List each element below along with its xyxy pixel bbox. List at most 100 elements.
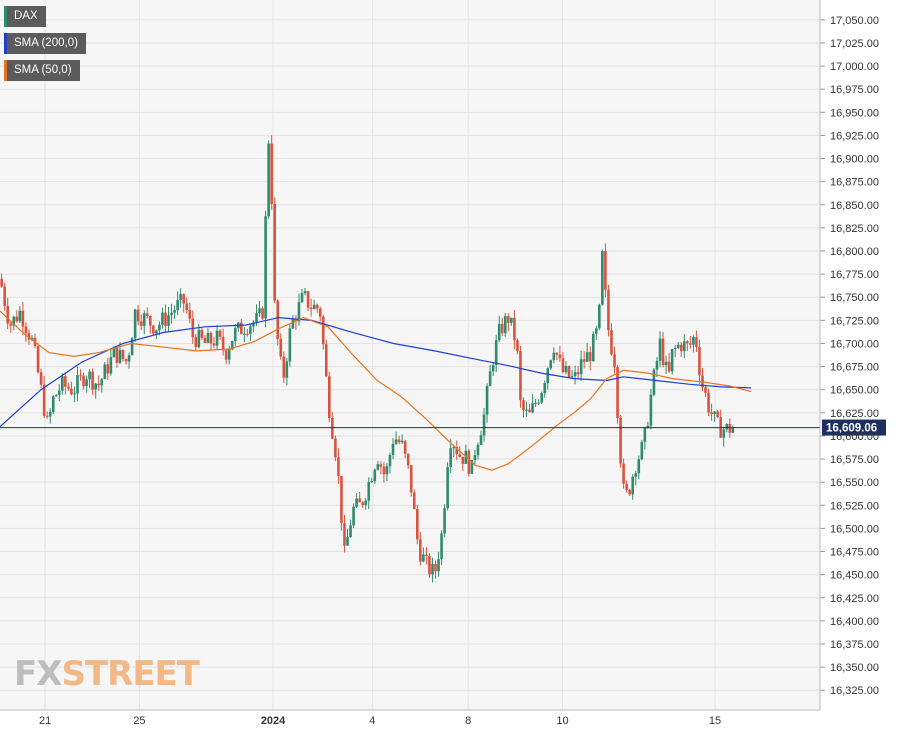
candle-body bbox=[552, 352, 556, 361]
y-tick-label: 16,450.00 bbox=[830, 570, 879, 582]
candle-body bbox=[91, 371, 94, 390]
candle-body bbox=[470, 460, 474, 474]
candle-body bbox=[85, 379, 88, 387]
candle-body bbox=[400, 440, 404, 443]
candle-body bbox=[494, 340, 498, 365]
candle-body bbox=[561, 358, 565, 373]
candle-body bbox=[458, 454, 462, 457]
candle-body bbox=[461, 456, 465, 464]
candle-body bbox=[82, 375, 85, 387]
candle-body bbox=[145, 313, 149, 317]
candle-body bbox=[227, 349, 231, 360]
sma-50-line bbox=[0, 310, 752, 471]
candle-body bbox=[658, 338, 662, 361]
candle-body bbox=[118, 349, 122, 363]
candle-body bbox=[352, 506, 355, 526]
candle-body bbox=[212, 343, 216, 346]
candle-body bbox=[646, 425, 650, 428]
candle-body bbox=[24, 326, 28, 334]
candle-body bbox=[634, 473, 638, 477]
candle-body bbox=[525, 409, 528, 411]
watermark-part1: FX bbox=[14, 654, 62, 694]
candle-body bbox=[415, 509, 419, 540]
candle-body bbox=[482, 414, 486, 436]
candle-body bbox=[664, 361, 668, 365]
candle-body bbox=[500, 323, 504, 334]
candle-body bbox=[431, 563, 434, 575]
candle-body bbox=[710, 412, 713, 414]
candle-body bbox=[79, 375, 82, 377]
candle-body bbox=[230, 341, 234, 350]
candle-body bbox=[513, 317, 516, 341]
candle-body bbox=[534, 402, 537, 404]
candle-body bbox=[598, 304, 601, 329]
fxstreet-watermark: FXSTREET bbox=[14, 654, 200, 694]
sma-200-line bbox=[0, 316, 752, 428]
candle-body bbox=[446, 467, 449, 509]
candle-body bbox=[670, 349, 674, 372]
candle-body bbox=[88, 371, 91, 380]
candle-body bbox=[12, 316, 16, 326]
candle-body bbox=[582, 359, 586, 362]
y-tick-label: 16,425.00 bbox=[830, 593, 879, 605]
y-tick-label: 16,900.00 bbox=[830, 154, 879, 166]
candle-body bbox=[197, 329, 201, 348]
candle-body bbox=[240, 322, 243, 335]
candle-body bbox=[258, 308, 261, 314]
candle-body bbox=[106, 364, 110, 374]
candle-body bbox=[61, 376, 64, 391]
candle-body bbox=[133, 309, 137, 339]
candle-body bbox=[224, 350, 228, 360]
candle-body bbox=[731, 428, 735, 433]
candle-body bbox=[485, 386, 489, 415]
candle-body bbox=[595, 328, 598, 334]
candle-body bbox=[679, 344, 683, 352]
legend-swatch bbox=[4, 6, 7, 27]
candle-body bbox=[209, 333, 213, 344]
candle-body bbox=[270, 143, 273, 204]
candle-body bbox=[364, 500, 368, 506]
candle-body bbox=[661, 338, 665, 365]
candle-body bbox=[698, 347, 701, 376]
legend-sma50-label: SMA (50,0) bbox=[14, 64, 72, 76]
candle-body bbox=[370, 481, 374, 483]
y-tick-label: 16,675.00 bbox=[830, 362, 879, 374]
y-tick-label: 16,625.00 bbox=[830, 408, 879, 420]
candle-body bbox=[70, 388, 73, 395]
candle-body bbox=[643, 427, 647, 442]
candle-body bbox=[294, 318, 298, 322]
y-tick-label: 16,600.00 bbox=[830, 431, 879, 443]
candle-body bbox=[203, 338, 207, 343]
legend-sma50: SMA (50,0) bbox=[4, 60, 80, 81]
y-tick-label: 16,975.00 bbox=[830, 84, 879, 96]
candle-body bbox=[15, 316, 19, 322]
candle-body bbox=[567, 366, 571, 378]
candle-body bbox=[704, 387, 707, 393]
candle-body bbox=[452, 447, 456, 449]
candle-body bbox=[18, 310, 22, 322]
candle-body bbox=[261, 308, 264, 319]
candle-body bbox=[692, 337, 695, 345]
candle-body bbox=[358, 498, 361, 503]
candle-body bbox=[182, 294, 185, 304]
y-tick-label: 16,500.00 bbox=[830, 523, 879, 535]
candle-body bbox=[382, 466, 386, 475]
y-tick-label: 16,775.00 bbox=[830, 269, 879, 281]
y-tick-label: 16,325.00 bbox=[830, 685, 879, 697]
candle-body bbox=[601, 250, 604, 305]
candle-body bbox=[546, 368, 550, 384]
candle-body bbox=[249, 326, 252, 335]
watermark-part2: STREET bbox=[61, 654, 200, 694]
candle-body bbox=[516, 340, 519, 352]
y-tick-label: 16,475.00 bbox=[830, 547, 879, 559]
candle-body bbox=[649, 394, 653, 426]
candle-body bbox=[722, 429, 726, 438]
candle-body bbox=[76, 375, 79, 394]
candle-body bbox=[528, 409, 531, 413]
y-tick-label: 16,725.00 bbox=[830, 315, 879, 327]
candle-body bbox=[158, 324, 161, 331]
candle-body bbox=[337, 457, 340, 476]
candle-body bbox=[564, 366, 568, 373]
candle-body bbox=[695, 337, 698, 348]
